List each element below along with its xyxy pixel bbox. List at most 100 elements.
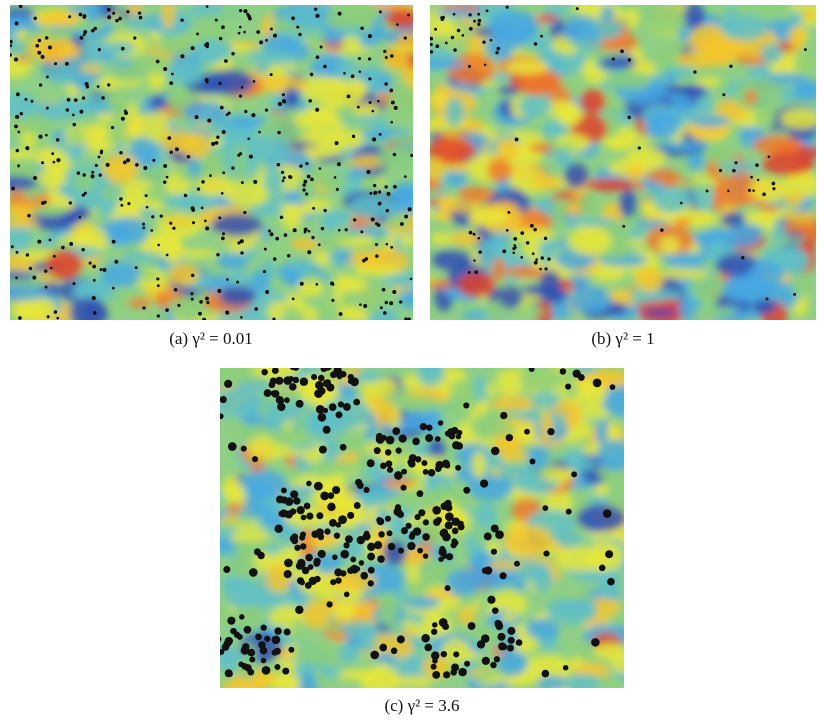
point: [499, 572, 507, 580]
point: [10, 53, 12, 57]
field-blob: [224, 182, 269, 207]
point: [81, 96, 86, 100]
field-blob: [473, 376, 488, 402]
point: [384, 449, 392, 456]
point: [282, 99, 287, 104]
point: [602, 509, 612, 518]
point: [338, 515, 347, 525]
point: [767, 155, 771, 159]
point: [10, 245, 14, 249]
point: [271, 635, 281, 645]
point: [729, 64, 733, 69]
point: [383, 49, 387, 53]
point: [359, 303, 362, 306]
field-blob: [196, 176, 235, 197]
point: [393, 184, 397, 189]
point: [14, 124, 18, 129]
field-blob: [519, 368, 566, 391]
point: [14, 21, 19, 26]
point: [85, 85, 90, 89]
point: [223, 565, 231, 574]
field-blob: [527, 34, 556, 51]
point: [283, 376, 293, 385]
point: [261, 665, 271, 675]
field-blob: [382, 272, 413, 288]
field-blob: [444, 171, 468, 188]
point: [177, 303, 181, 307]
field-blob: [689, 307, 737, 318]
field-blob: [290, 237, 320, 251]
field-blob: [220, 515, 238, 524]
point: [205, 80, 209, 84]
point: [416, 490, 424, 498]
point: [344, 228, 348, 232]
point: [107, 15, 112, 20]
point: [539, 267, 542, 271]
point: [453, 48, 457, 52]
field-blob: [198, 212, 213, 227]
point: [350, 74, 355, 79]
field-blob: [227, 116, 264, 128]
field-blob: [496, 650, 528, 676]
point: [282, 667, 290, 675]
point: [337, 228, 341, 232]
point: [169, 221, 173, 225]
point: [410, 153, 413, 158]
point: [403, 36, 407, 40]
field-blob: [491, 257, 506, 284]
point: [336, 162, 341, 167]
field-blob: [772, 218, 786, 243]
point: [607, 577, 615, 586]
point: [346, 94, 351, 99]
point: [300, 514, 307, 521]
field-blob: [283, 87, 300, 110]
point: [277, 130, 281, 135]
point: [322, 425, 331, 434]
point: [157, 243, 160, 247]
point: [41, 201, 45, 205]
point: [49, 266, 53, 270]
point: [384, 56, 388, 59]
field-blob: [752, 299, 777, 315]
point: [384, 185, 388, 189]
point: [300, 543, 307, 550]
point: [277, 402, 286, 412]
point: [363, 486, 370, 493]
point: [257, 551, 265, 560]
point: [306, 480, 312, 487]
field-blob: [404, 596, 441, 610]
point: [211, 141, 216, 146]
point: [83, 191, 87, 195]
point: [430, 663, 437, 670]
point: [444, 521, 453, 530]
field-blob: [548, 143, 576, 152]
point: [17, 130, 21, 134]
point: [477, 22, 481, 26]
point: [533, 227, 537, 232]
point: [335, 522, 342, 528]
point: [97, 48, 101, 52]
point: [750, 175, 753, 179]
point: [422, 469, 429, 475]
point: [385, 460, 393, 468]
field-blob: [223, 580, 266, 607]
point: [197, 311, 202, 316]
point: [258, 641, 266, 649]
point: [238, 94, 243, 98]
point: [327, 502, 336, 512]
point: [627, 115, 632, 120]
panel-image: [220, 368, 624, 688]
field-blob: [430, 157, 445, 182]
point: [547, 428, 555, 436]
field-blob: [614, 278, 634, 292]
point: [353, 502, 361, 509]
point: [481, 567, 489, 574]
point: [425, 434, 434, 443]
field-blob: [530, 391, 562, 407]
point: [705, 189, 709, 193]
field-blob: [311, 299, 346, 320]
point: [96, 85, 100, 88]
point: [747, 188, 752, 192]
point: [165, 308, 169, 312]
field-blob: [625, 164, 646, 182]
